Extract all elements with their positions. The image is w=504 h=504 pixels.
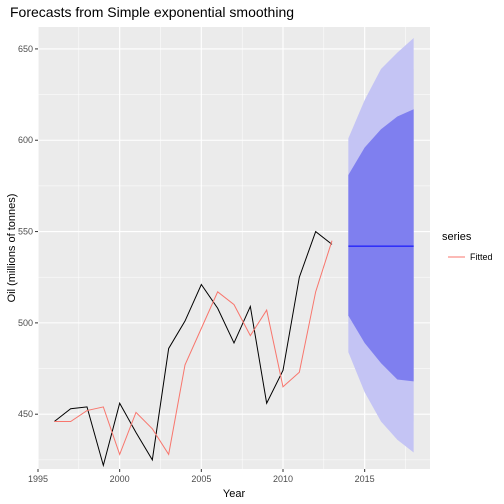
x-axis-title: Year [223,488,246,500]
y-tick-label: 450 [18,409,33,419]
interval-80-band [348,109,414,382]
x-tick-label: 1995 [28,474,48,484]
legend-title: series [442,231,472,243]
y-tick-label: 550 [18,227,33,237]
y-tick-label: 650 [18,44,33,54]
legend-label-fitted: Fitted [470,252,493,262]
x-tick-label: 2010 [273,474,293,484]
observed-line [54,230,333,468]
y-tick-label: 500 [18,318,33,328]
series-lines [54,230,414,468]
x-tick-label: 2005 [191,474,211,484]
x-tick-label: 2015 [355,474,375,484]
y-tick-label: 600 [18,135,33,145]
fitted-line [54,240,333,456]
legend: series Fitted [442,231,493,262]
axis-ticks: 1995 2000 2005 2010 2015 450 500 550 600 650 [18,44,375,484]
chart-title: Forecasts from Simple exponential smooth… [10,4,294,20]
x-tick-label: 2000 [110,474,130,484]
prediction-intervals [348,37,414,453]
y-axis-title: Oil (millions of tonnes) [6,194,18,303]
